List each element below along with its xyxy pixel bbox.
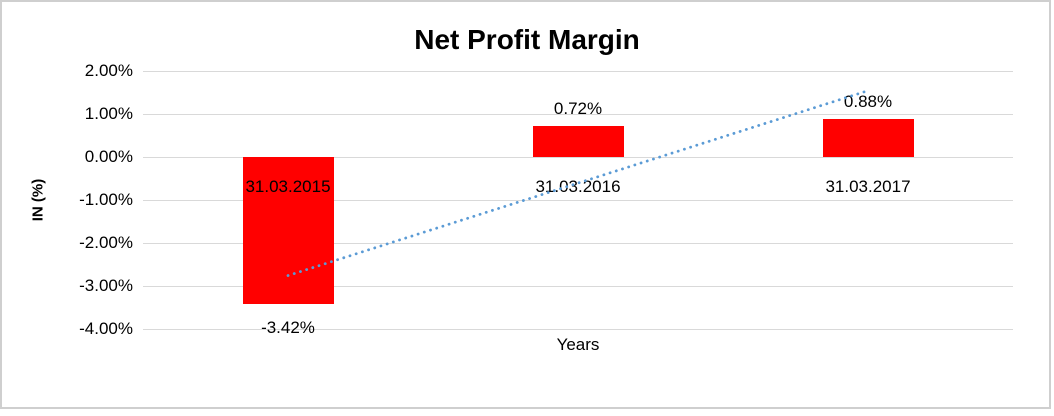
y-tick-label: -2.00% [79,233,133,252]
category-label: 31.03.2015 [245,177,331,196]
data-label: 0.88% [843,92,893,112]
chart-bar[interactable] [822,119,914,157]
category-label: 31.03.2017 [825,177,911,196]
y-tick-label: 0.00% [84,147,133,166]
data-label: -3.42% [261,318,315,338]
gridline [143,70,1013,72]
gridline [143,328,1013,330]
gridline [143,285,1013,287]
y-tick-label: -1.00% [79,190,133,209]
chart-bar[interactable] [532,126,624,157]
chart-title: Net Profit Margin [414,24,640,55]
category-label: 31.03.2016 [535,177,621,196]
x-axis-title: Years [556,335,600,354]
y-tick-label: -4.00% [79,319,133,338]
y-tick-label: 1.00% [84,104,133,123]
data-label: 0.72% [553,99,603,119]
y-tick-label: 2.00% [84,61,133,80]
y-tick-label: -3.00% [79,276,133,295]
